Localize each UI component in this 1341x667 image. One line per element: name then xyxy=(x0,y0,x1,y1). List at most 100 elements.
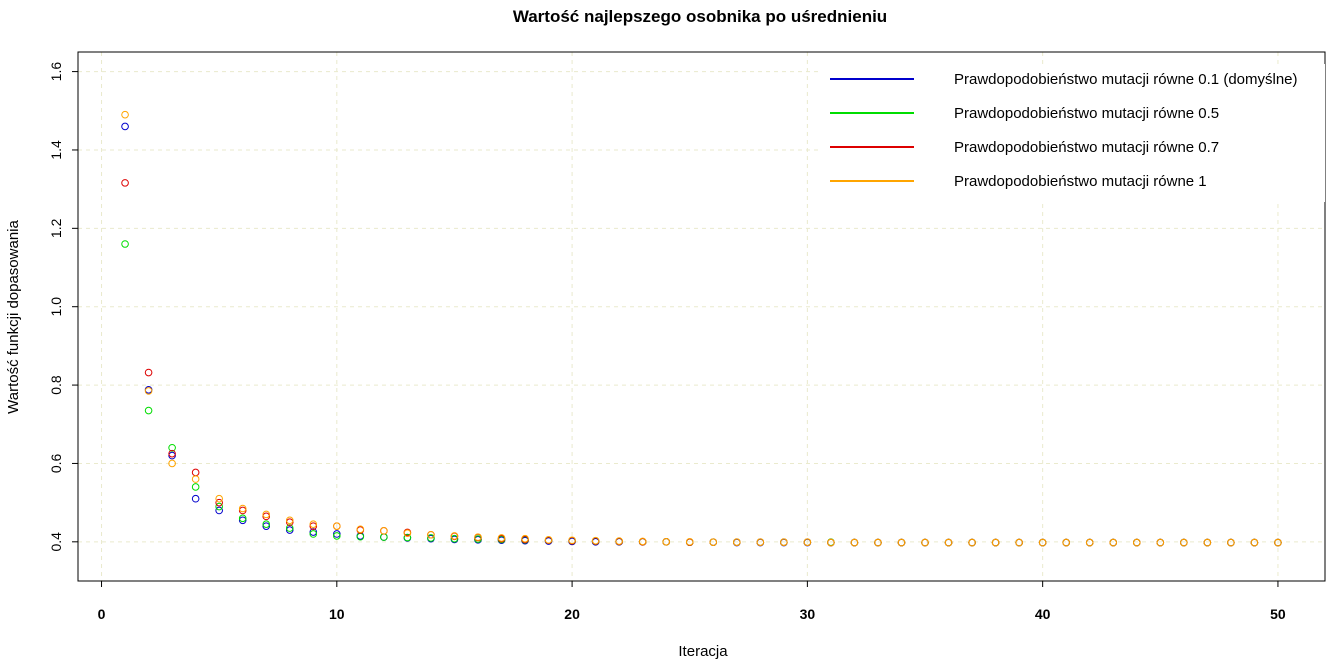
data-point xyxy=(309,522,318,530)
data-point xyxy=(780,538,788,547)
data-point xyxy=(309,530,318,538)
data-point xyxy=(215,506,223,515)
y-tick-label: 0.8 xyxy=(48,375,64,395)
x-tick-label: 10 xyxy=(329,606,345,622)
data-point xyxy=(874,538,882,547)
data-point xyxy=(1109,538,1118,547)
y-tick-label: 0.6 xyxy=(48,454,64,474)
data-point xyxy=(944,538,953,547)
data-point xyxy=(215,494,223,503)
data-point xyxy=(144,406,153,415)
data-point xyxy=(309,520,318,528)
x-axis: 0 10 20 30 40 50 xyxy=(98,581,1286,622)
data-point xyxy=(333,532,341,540)
data-point xyxy=(1015,538,1023,547)
legend-label: Prawdopodobieństwo mutacji równe 1 xyxy=(954,173,1207,190)
data-point xyxy=(333,530,341,538)
data-point xyxy=(215,498,223,507)
data-point xyxy=(568,536,576,545)
data-point xyxy=(1038,538,1047,547)
legend-label: Prawdopodobieństwo mutacji równe 0.7 xyxy=(954,139,1219,156)
data-point xyxy=(285,524,294,532)
data-point xyxy=(638,537,647,546)
data-point xyxy=(309,528,318,536)
data-point xyxy=(1227,538,1235,547)
data-point xyxy=(827,538,835,547)
data-point xyxy=(215,502,223,511)
data-point xyxy=(991,538,1000,547)
data-point xyxy=(1203,538,1212,547)
data-point xyxy=(1250,538,1259,547)
data-point xyxy=(262,520,271,528)
x-tick-label: 50 xyxy=(1270,606,1286,622)
data-point xyxy=(380,533,388,541)
data-point xyxy=(191,468,200,477)
data-point xyxy=(262,512,271,521)
data-point xyxy=(403,533,412,542)
x-tick-label: 40 xyxy=(1035,606,1051,622)
data-point xyxy=(285,526,294,534)
data-point xyxy=(450,532,459,540)
legend-box xyxy=(822,64,1325,202)
data-point xyxy=(450,534,459,543)
legend-label: Prawdopodobieństwo mutacji równe 0.1 (do… xyxy=(954,71,1298,88)
data-point xyxy=(262,510,271,519)
chart-title: Wartość najlepszego osobnika po uśrednie… xyxy=(513,7,887,26)
data-point xyxy=(756,538,765,547)
data-point xyxy=(1156,538,1165,547)
data-point xyxy=(121,122,129,131)
data-point xyxy=(262,522,271,530)
data-point xyxy=(285,518,294,527)
x-axis-label: Iteracja xyxy=(678,643,728,660)
data-point xyxy=(191,494,200,503)
data-point xyxy=(497,534,506,542)
data-point xyxy=(238,504,247,513)
x-tick-label: 20 xyxy=(564,606,580,622)
data-point xyxy=(285,516,294,525)
data-point xyxy=(427,530,435,539)
data-point xyxy=(732,538,741,547)
y-tick-label: 0.4 xyxy=(48,532,64,552)
legend-label: Prawdopodobieństwo mutacji równe 0.5 xyxy=(954,105,1219,122)
data-point xyxy=(121,240,129,248)
y-tick-label: 1.0 xyxy=(48,297,64,317)
y-axis-label: Wartość funkcji dopasowania xyxy=(5,219,22,413)
y-tick-label: 1.4 xyxy=(48,140,64,160)
data-point xyxy=(191,483,200,491)
data-point xyxy=(803,538,812,547)
data-point xyxy=(144,387,153,395)
data-point xyxy=(168,443,176,452)
legend: Prawdopodobieństwo mutacji równe 0.1 (do… xyxy=(822,64,1325,202)
data-point xyxy=(850,538,859,547)
data-point xyxy=(380,527,388,535)
data-point xyxy=(921,538,929,547)
data-point xyxy=(333,522,341,530)
data-point xyxy=(168,451,176,460)
data-points xyxy=(121,110,1282,547)
data-point xyxy=(544,536,553,544)
data-point xyxy=(1180,538,1188,547)
data-point xyxy=(121,110,129,119)
y-tick-label: 1.6 xyxy=(48,62,64,82)
data-point xyxy=(615,537,623,545)
data-point xyxy=(238,516,247,525)
x-tick-label: 30 xyxy=(800,606,816,622)
data-point xyxy=(168,449,176,458)
data-point xyxy=(238,514,247,523)
data-point xyxy=(1274,538,1282,547)
data-point xyxy=(144,368,153,377)
data-point xyxy=(238,506,247,515)
data-point xyxy=(709,538,718,547)
y-tick-label: 1.2 xyxy=(48,218,64,238)
data-point xyxy=(427,534,435,542)
data-point xyxy=(662,538,671,546)
data-point xyxy=(474,533,482,541)
data-point xyxy=(897,538,906,547)
data-point xyxy=(121,179,129,187)
data-point xyxy=(191,475,200,483)
data-point xyxy=(1132,538,1141,547)
data-point xyxy=(521,534,529,543)
data-point xyxy=(685,538,694,546)
data-point xyxy=(403,529,412,537)
